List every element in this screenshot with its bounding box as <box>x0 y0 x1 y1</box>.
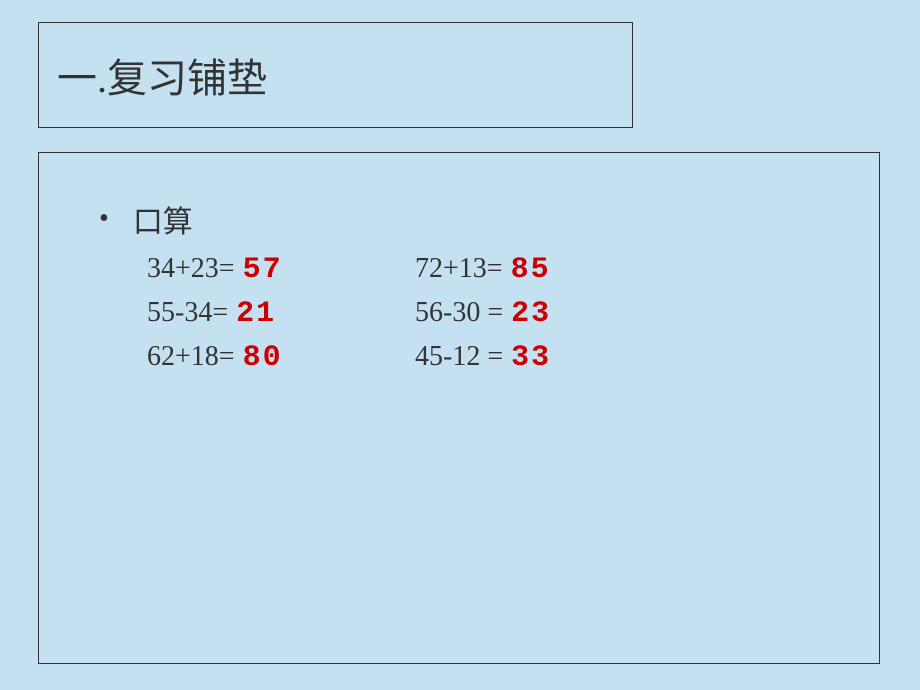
expression: 72+13= <box>415 253 503 285</box>
bullet-line: • 口算 <box>99 197 879 241</box>
content-box: • 口算 34+23= 57 72+13= 85 55-34= 21 56-30… <box>38 152 880 664</box>
bullet-marker: • <box>99 203 109 235</box>
expression: 34+23= <box>147 253 235 285</box>
problem-row: 34+23= 57 72+13= 85 <box>147 253 879 297</box>
answer: 57 <box>243 253 283 287</box>
problem-row: 55-34= 21 56-30 = 23 <box>147 297 879 341</box>
content-subtitle: 口算 <box>133 197 193 241</box>
problem-cell: 62+18= 80 <box>147 341 415 375</box>
problem-cell: 34+23= 57 <box>147 253 415 287</box>
answer: 23 <box>511 297 551 331</box>
answer: 80 <box>243 341 283 375</box>
expression: 62+18= <box>147 341 235 373</box>
expression: 56-30 = <box>415 297 503 329</box>
title-box: 一.复习铺垫 <box>38 22 633 128</box>
problem-cell: 56-30 = 23 <box>415 297 551 331</box>
problem-cell: 55-34= 21 <box>147 297 415 331</box>
expression: 45-12 = <box>415 341 503 373</box>
answer: 33 <box>511 341 551 375</box>
expression: 55-34= <box>147 297 228 329</box>
section-title: 一.复习铺垫 <box>57 46 267 104</box>
answer: 85 <box>511 253 551 287</box>
problem-row: 62+18= 80 45-12 = 33 <box>147 341 879 385</box>
answer: 21 <box>236 297 276 331</box>
problem-cell: 45-12 = 33 <box>415 341 551 375</box>
problem-cell: 72+13= 85 <box>415 253 551 287</box>
problems-container: 34+23= 57 72+13= 85 55-34= 21 56-30 = 23… <box>99 253 879 385</box>
